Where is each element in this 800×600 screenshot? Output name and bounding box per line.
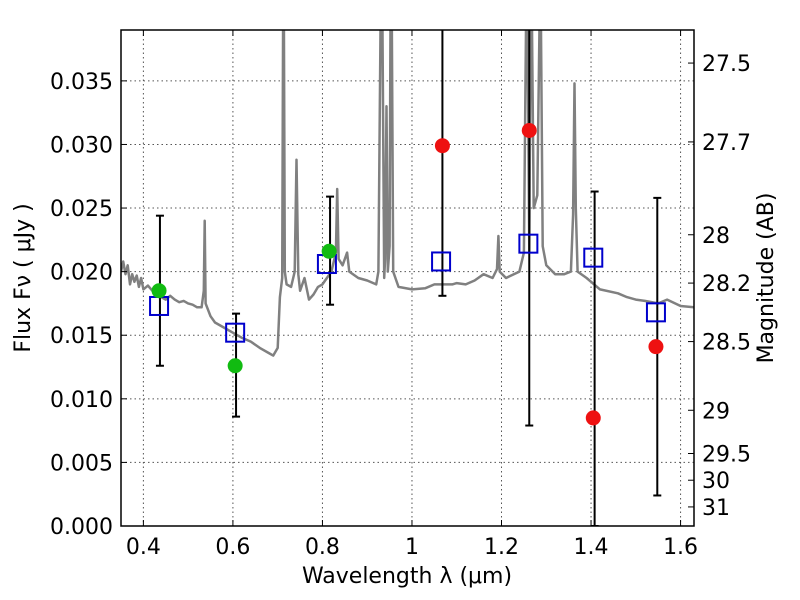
y2-tick-label: 27.5 [702,52,751,77]
y-tick-label: 0.010 [50,388,113,413]
y2-tick-label: 27.7 [702,131,751,156]
y-axis-label: Flux Fν ( μJy ) [11,203,36,352]
y2-tick-label: 28.2 [702,272,751,297]
x-tick-label: 1.6 [663,535,698,560]
detection-point-green [151,283,167,299]
template-spectrum-line [121,30,694,357]
x-tick-label: 1.2 [484,535,519,560]
y-tick-label: 0.015 [50,324,113,349]
upper-limit-point-red [648,339,664,355]
y-tick-label: 0.035 [50,70,113,95]
y2-axis-label: Magnitude (AB) [754,193,779,364]
plot-area [121,30,694,526]
y-tick-label: 0.025 [50,197,113,222]
model-point-square [225,322,246,343]
upper-limit-point-red [521,122,537,138]
detection-point-green [321,243,337,259]
upper-limit-point-red [585,410,601,426]
model-point-square [431,251,452,272]
y-tick-label: 0.005 [50,451,113,476]
y2-tick-label: 28.5 [702,331,751,356]
model-point-square [583,247,604,268]
y-tick-label: 0.000 [50,515,113,540]
y2-tick-label: 31 [702,496,730,521]
x-tick-label: 0.4 [126,535,161,560]
detection-point-green [227,358,243,374]
model-point-square [645,302,666,323]
x-tick-label: 0.8 [305,535,340,560]
y-tick-label: 0.020 [50,261,113,286]
axis-ticks: 0.4 0.6 0.8 1 1.2 1.4 1.6 0.000 0.005 0.010 0.015 0… [50,30,751,560]
model-point-square [518,233,539,254]
y2-tick-label: 28 [702,224,730,249]
y-tick-label: 0.030 [50,133,113,158]
y2-tick-label: 30 [702,469,730,494]
x-axis-label: Wavelength λ (μm) [302,564,512,589]
x-tick-label: 1.4 [574,535,609,560]
x-tick-label: 1 [405,535,419,560]
upper-limit-point-red [434,138,450,154]
x-tick-label: 0.6 [215,535,250,560]
y2-tick-label: 29.5 [702,443,751,468]
plot-frame [120,29,695,527]
grid [121,30,694,527]
y2-tick-label: 29 [702,399,730,424]
